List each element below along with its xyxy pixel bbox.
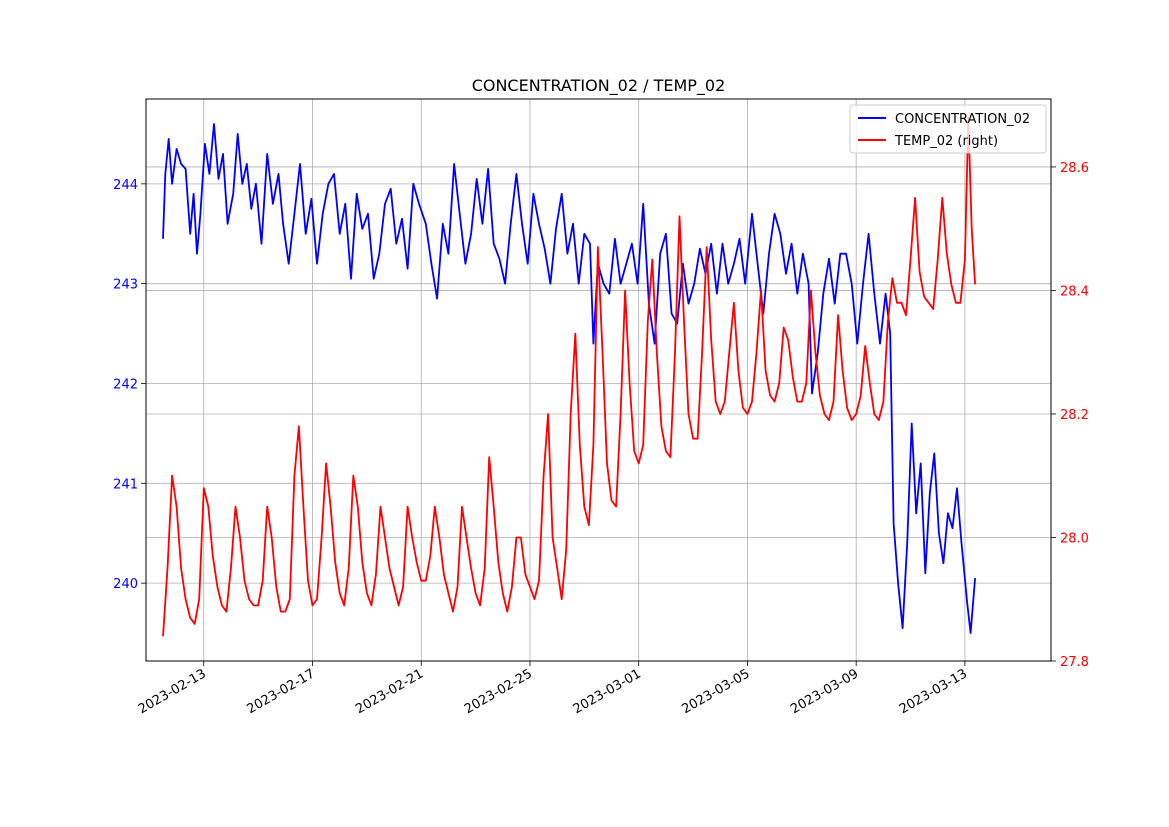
y-left-tick-label: 242 [113, 377, 138, 392]
plot-frame [145, 98, 1052, 662]
y-right-tick-label: 28.2 [1060, 408, 1089, 423]
y-left-tick-label: 243 [113, 278, 138, 293]
legend-box [849, 104, 1047, 154]
legend: CONCENTRATION_02 TEMP_02 (right) [849, 104, 1047, 154]
series-line-temp [162, 116, 976, 637]
series-group [162, 116, 976, 637]
y-left-tick-label: 241 [113, 477, 138, 492]
y-right-tick-label: 28.6 [1060, 161, 1089, 176]
y-right-tick-label: 28.0 [1060, 531, 1089, 546]
legend-label-concentration: CONCENTRATION_02 [895, 112, 1030, 127]
y-right-tick-label: 28.4 [1060, 284, 1089, 299]
legend-label-temp: TEMP_02 (right) [894, 134, 998, 149]
y-left-tick-label: 240 [113, 577, 138, 592]
series-line-concentration [162, 123, 976, 634]
y-right-tick-label: 27.8 [1060, 655, 1089, 670]
chart-title: CONCENTRATION_02 / TEMP_02 [472, 76, 726, 96]
y-left-tick-label: 244 [113, 178, 138, 193]
